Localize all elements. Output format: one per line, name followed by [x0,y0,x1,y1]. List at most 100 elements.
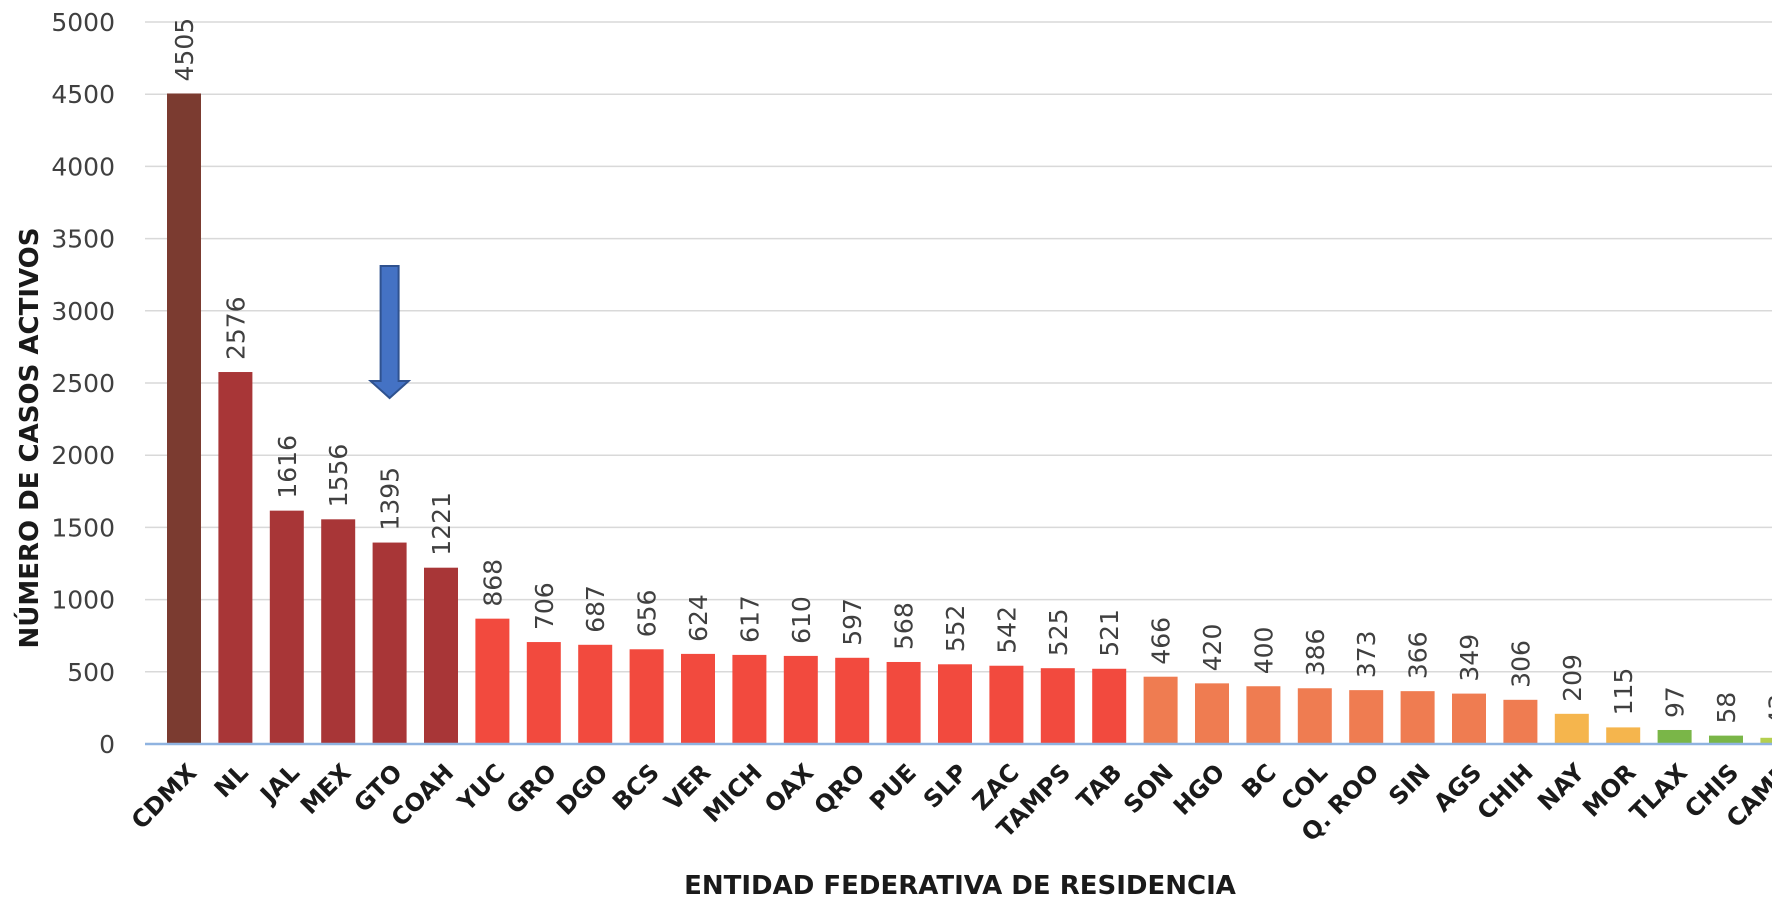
data-labels: 4505 2576 1616 1556 1395 1221 868 706 687 656 624 6… [170,18,1772,726]
bar [1452,693,1486,744]
x-tick-label: NL [209,758,254,803]
data-label: 466 [1147,617,1176,665]
bar [1246,686,1281,744]
data-label: 209 [1558,654,1587,702]
x-axis-ticks: CDMX NL JALMEXGTOCOAHYUCGRODGOBCSVERMICHOA… [126,758,1772,847]
data-label: 868 [478,559,507,607]
x-tick-label: SIN [1383,758,1436,811]
data-label: 552 [941,605,970,653]
data-label: 97 [1661,686,1690,718]
data-label: 373 [1352,630,1381,678]
data-label: 542 [992,606,1021,654]
bar [732,654,767,744]
data-label: 420 [1198,624,1227,672]
bar [321,519,356,744]
data-label: 525 [1044,608,1073,656]
y-axis-title: NÚMERO DE CASOS ACTIVOS [13,228,45,649]
bar [886,661,921,744]
x-tick-label: MEX [295,758,357,820]
bar [1400,691,1435,744]
bars [167,93,1772,744]
x-tick-label: YUC [452,758,511,817]
x-tick-label: DGO [551,758,613,820]
bar [1760,737,1772,744]
data-label: 349 [1455,634,1484,682]
x-tick-label: SON [1118,758,1179,819]
annotation-arrow [367,265,412,400]
bar [1606,727,1641,744]
bar [1040,668,1075,744]
arrow-shape [367,265,412,400]
bar [578,644,613,744]
y-tick-label: 500 [67,658,115,687]
y-tick-label: 3500 [51,225,115,254]
bar [1349,690,1384,744]
x-tick-label: OAX [759,758,819,818]
bar [1554,713,1589,744]
x-tick-label: QRO [809,758,871,820]
y-tick-label: 2000 [51,441,115,470]
data-label: 597 [838,598,867,646]
data-label: 58 [1712,692,1741,724]
x-axis-title: ENTIDAD FEDERATIVA DE RESIDENCIA [684,871,1236,900]
y-tick-label: 1500 [51,513,115,542]
data-label: 386 [1301,629,1330,677]
x-tick-label: CHIH [1472,758,1539,825]
x-tick-label: CDMX [126,758,203,835]
bar [1195,683,1229,744]
bar [424,567,458,744]
data-label: 306 [1506,640,1535,688]
x-tick-label: TAB [1071,758,1127,814]
bar [1503,699,1538,744]
bar [835,657,870,744]
data-label: 617 [735,595,764,643]
bar [783,655,818,744]
data-label: 366 [1404,631,1433,679]
y-tick-label: 1000 [51,586,115,615]
x-tick-label: SLP [918,758,973,813]
y-axis-ticks: 0 500 1000 1500 2000 2500 3000 3500 4000 4500 5000 [51,8,115,759]
data-label: 115 [1609,668,1638,716]
data-label: 400 [1249,627,1278,675]
bar [167,93,201,744]
bar [269,510,304,744]
data-label: 1395 [376,467,405,531]
data-label: 43 [1763,694,1772,726]
bar [218,372,253,744]
bar [1709,735,1743,744]
data-label: 1221 [427,492,456,556]
bar [681,653,715,744]
bar [1297,688,1332,744]
bar [1143,676,1178,744]
data-label: 624 [684,594,713,642]
data-label: 4505 [170,18,199,82]
bar [1092,668,1127,744]
x-tick-label: HGO [1168,758,1230,820]
x-tick-label: MICH [698,758,768,828]
gridlines [145,21,1772,673]
bar [1657,729,1692,744]
bar [475,618,510,744]
y-tick-label: 4000 [51,152,115,181]
bar [938,664,972,744]
bar [989,665,1024,744]
x-tick-label: PUE [864,758,922,816]
x-tick-label: GRO [501,758,562,819]
y-tick-label: 0 [99,730,115,759]
y-tick-label: 4500 [51,80,115,109]
bar [629,649,664,744]
data-label: 521 [1095,609,1124,657]
bar [372,542,407,744]
data-label: 706 [530,582,559,630]
x-tick-label: BCS [607,758,665,816]
data-label: 656 [633,590,662,638]
y-tick-label: 3000 [51,297,115,326]
y-tick-label: 5000 [51,8,115,37]
x-tick-label: TLAX [1624,758,1693,827]
data-label: 1556 [324,444,353,508]
data-label: 687 [581,585,610,633]
data-label: 610 [787,596,816,644]
data-label: 2576 [221,296,250,360]
data-label: 1616 [273,435,302,499]
